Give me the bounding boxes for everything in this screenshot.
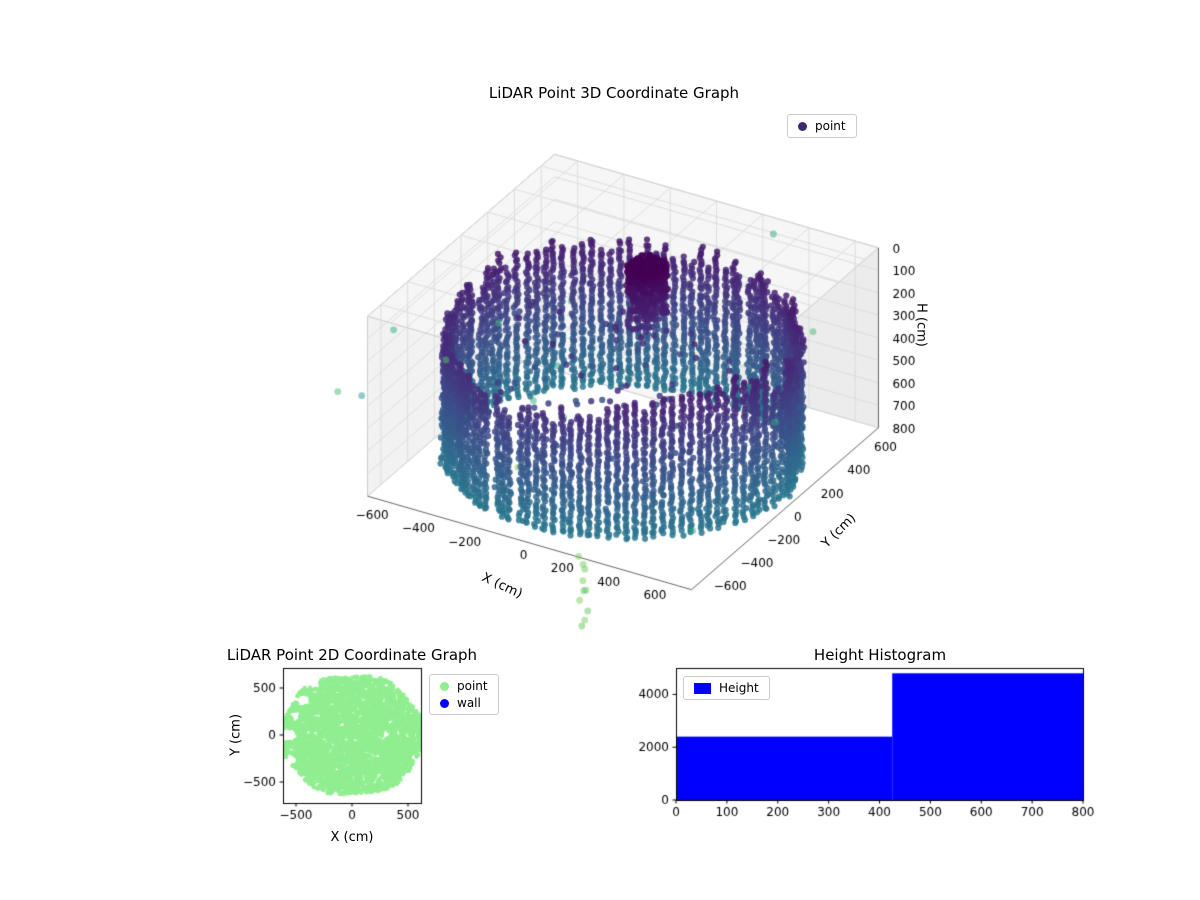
legend-row-point2d: point (440, 679, 488, 693)
point2d-marker-icon (440, 681, 449, 691)
legend-label-point2d: point (457, 679, 488, 693)
legend-label-wall: wall (457, 696, 481, 710)
legend-row-point3d: point (798, 119, 846, 133)
legend-row-height: Height (694, 681, 759, 695)
histogram-title: Height Histogram (813, 646, 947, 664)
height-swatch-icon (694, 682, 711, 694)
legend-label-height: Height (719, 681, 759, 695)
plot2d-legend: point wall (429, 674, 499, 715)
point3d-marker-icon (798, 121, 807, 131)
legend-row-wall: wall (440, 696, 488, 710)
legend-label-point3d: point (815, 119, 846, 133)
wall-marker-icon (440, 698, 449, 708)
plot3d-haxis-label: H (cm) (913, 303, 929, 347)
plot2d-xaxis-label: X (cm) (330, 830, 374, 845)
histogram-legend: Height (683, 676, 770, 700)
plot3d-legend: point (787, 114, 857, 138)
plot2d-title: LiDAR Point 2D Coordinate Graph (226, 646, 478, 664)
plot3d-title: LiDAR Point 3D Coordinate Graph (488, 84, 740, 102)
plot2d-yaxis-label: Y (cm) (228, 713, 244, 757)
